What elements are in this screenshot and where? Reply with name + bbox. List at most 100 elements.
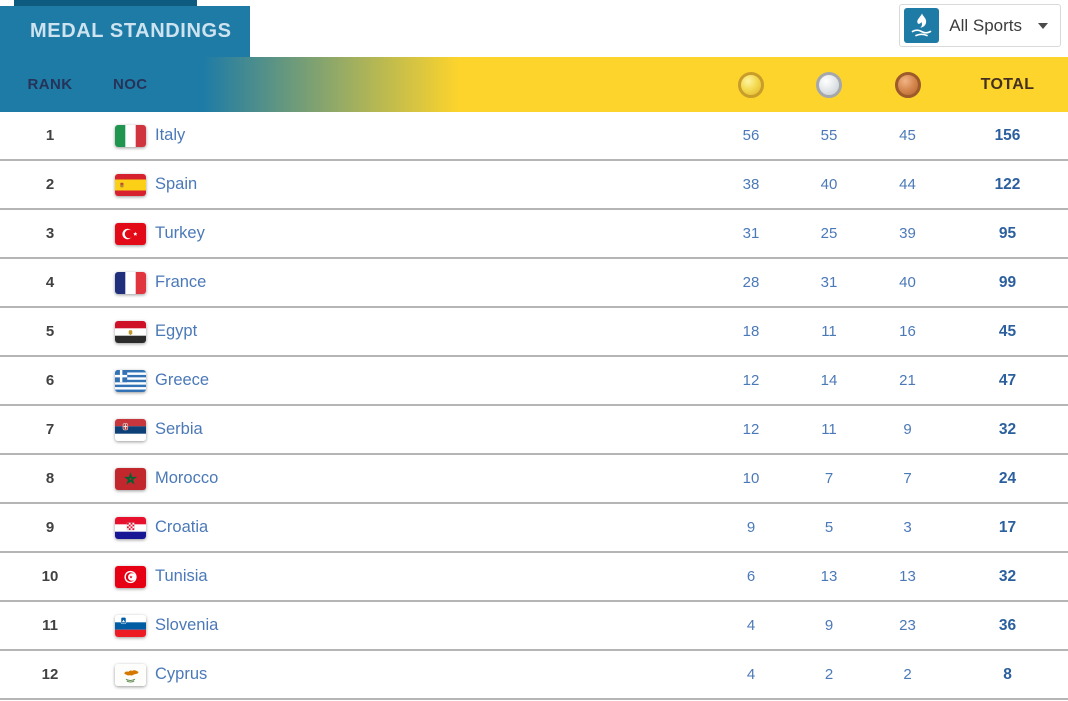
country-link[interactable]: Italy — [155, 126, 186, 144]
bronze-count: 3 — [903, 519, 912, 536]
table-row-serbia: 7 Serbia 12 11 9 32 — [0, 406, 1068, 455]
noc-cell: Italy — [100, 124, 712, 147]
fr-flag-icon — [115, 271, 146, 294]
bronze-count: 9 — [903, 421, 912, 438]
total-count: 36 — [998, 616, 1017, 634]
column-header-bronze — [868, 71, 947, 98]
country-link[interactable]: Turkey — [155, 224, 205, 242]
table-row-turkey: 3 Turkey 31 25 39 95 — [0, 210, 1068, 259]
gold-count: 56 — [742, 127, 760, 144]
total-count: 95 — [998, 224, 1017, 242]
bronze-count: 7 — [903, 470, 912, 487]
column-header-rank: RANK — [27, 76, 73, 93]
total-count: 156 — [994, 126, 1021, 144]
ma-flag-icon — [115, 467, 146, 490]
noc-cell: Turkey — [100, 222, 712, 245]
silver-count: 55 — [820, 127, 838, 144]
tn-flag-icon — [115, 565, 146, 588]
total-count: 99 — [998, 273, 1017, 291]
silver-count: 9 — [824, 617, 834, 634]
rank-cell: 12 — [41, 666, 59, 683]
games-torch-icon — [904, 8, 940, 43]
rank-cell: 8 — [45, 470, 55, 487]
table-body: 1 Italy 56 55 45 156 2 Spain 38 40 44 12… — [0, 112, 1068, 700]
country-link[interactable]: Slovenia — [155, 616, 219, 634]
rank-cell: 4 — [45, 274, 55, 291]
silver-medal-icon — [816, 71, 842, 98]
table-header-row: RANK NOC TOTAL — [0, 57, 1068, 112]
noc-cell: Morocco — [100, 467, 712, 490]
table-row-croatia: 9 Croatia 9 5 3 17 — [0, 504, 1068, 553]
top-bar: MEDAL STANDINGS All Sports — [0, 0, 1068, 57]
table-row-france: 4 France 28 31 40 99 — [0, 259, 1068, 308]
bronze-count: 13 — [899, 568, 916, 585]
table-row-greece: 6 Greece 12 14 21 47 — [0, 357, 1068, 406]
silver-count: 14 — [820, 372, 838, 389]
bronze-count: 16 — [899, 323, 916, 340]
gold-count: 28 — [742, 274, 760, 291]
column-header-gold — [712, 71, 790, 98]
tr-flag-icon — [115, 222, 146, 245]
silver-count: 31 — [820, 274, 838, 291]
country-link[interactable]: Tunisia — [155, 567, 208, 585]
total-count: 8 — [1003, 665, 1012, 683]
bronze-count: 44 — [899, 176, 916, 193]
title-ribbon-fold — [14, 0, 197, 11]
gr-flag-icon — [115, 369, 146, 392]
cy-flag-icon — [115, 663, 146, 686]
country-link[interactable]: Croatia — [155, 518, 209, 536]
rank-cell: 3 — [45, 225, 55, 242]
page-title: MEDAL STANDINGS — [0, 6, 250, 57]
rank-cell: 9 — [45, 519, 55, 536]
sport-filter-dropdown[interactable]: All Sports — [899, 4, 1061, 47]
table-row-morocco: 8 Morocco 10 7 7 24 — [0, 455, 1068, 504]
gold-count: 12 — [742, 372, 760, 389]
silver-count: 11 — [821, 421, 837, 438]
gold-count: 38 — [742, 176, 760, 193]
bronze-count: 40 — [899, 274, 916, 291]
bronze-count: 45 — [899, 127, 916, 144]
rank-cell: 6 — [45, 372, 55, 389]
noc-cell: Serbia — [100, 418, 712, 441]
table-row-egypt: 5 Egypt 18 11 16 45 — [0, 308, 1068, 357]
rank-cell: 7 — [45, 421, 55, 438]
table-row-cyprus: 12 Cyprus 4 2 2 8 — [0, 651, 1068, 700]
eg-flag-icon — [115, 320, 146, 343]
bronze-count: 21 — [899, 372, 916, 389]
total-count: 122 — [994, 175, 1021, 193]
page-title-label: MEDAL STANDINGS — [30, 20, 232, 42]
rank-cell: 10 — [41, 568, 59, 585]
rank-cell: 2 — [45, 176, 55, 193]
gold-medal-icon — [738, 71, 764, 98]
total-count: 24 — [998, 469, 1017, 487]
country-link[interactable]: Spain — [155, 175, 198, 193]
country-link[interactable]: Cyprus — [155, 665, 208, 683]
hr-flag-icon — [115, 516, 146, 539]
gold-count: 9 — [746, 519, 756, 536]
silver-count: 11 — [821, 323, 837, 340]
bronze-count: 2 — [903, 666, 912, 683]
silver-count: 25 — [820, 225, 838, 242]
bronze-count: 39 — [899, 225, 916, 242]
es-flag-icon — [115, 173, 146, 196]
sport-filter-label: All Sports — [949, 15, 1022, 35]
country-link[interactable]: Egypt — [155, 322, 198, 340]
table-row-spain: 2 Spain 38 40 44 122 — [0, 161, 1068, 210]
country-link[interactable]: Greece — [155, 371, 210, 389]
noc-cell: Tunisia — [100, 565, 712, 588]
total-count: 47 — [998, 371, 1017, 389]
rank-cell: 5 — [45, 323, 55, 340]
noc-cell: Croatia — [100, 516, 712, 539]
total-count: 32 — [998, 567, 1017, 585]
country-link[interactable]: France — [155, 273, 207, 291]
rs-flag-icon — [115, 418, 146, 441]
noc-cell: Spain — [100, 173, 712, 196]
noc-cell: Egypt — [100, 320, 712, 343]
noc-cell: Greece — [100, 369, 712, 392]
column-header-noc: NOC — [113, 76, 148, 93]
country-link[interactable]: Serbia — [155, 420, 203, 438]
silver-count: 40 — [820, 176, 838, 193]
country-link[interactable]: Morocco — [155, 469, 219, 487]
column-header-total: TOTAL — [980, 75, 1035, 93]
